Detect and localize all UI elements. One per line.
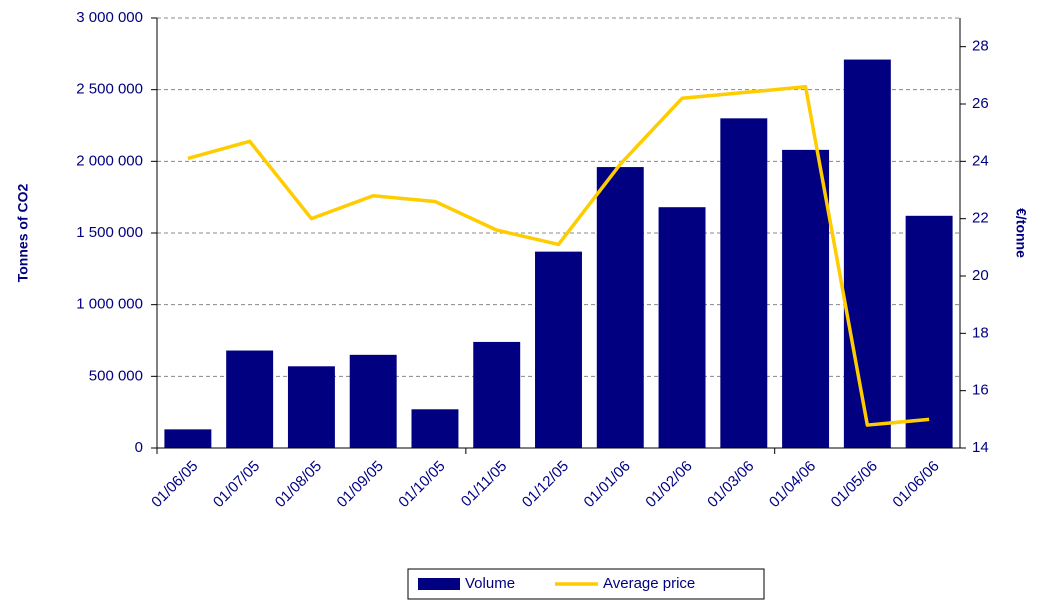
x-tick-label: 01/07/05 bbox=[210, 458, 263, 511]
bar bbox=[658, 207, 706, 448]
x-tick-label: 01/05/06 bbox=[828, 458, 881, 511]
bar bbox=[782, 149, 830, 448]
y2-axis-title: €/tonne bbox=[1013, 208, 1029, 258]
x-tick-label: 01/01/06 bbox=[581, 458, 634, 511]
bar bbox=[596, 167, 644, 449]
legend-label: Volume bbox=[465, 575, 515, 592]
bar bbox=[905, 215, 953, 448]
x-tick-label: 01/03/06 bbox=[704, 458, 757, 511]
bar bbox=[226, 350, 274, 448]
x-tick-label: 01/09/05 bbox=[334, 458, 387, 511]
bar bbox=[287, 366, 335, 448]
x-tick-label: 01/02/06 bbox=[642, 458, 695, 511]
bar bbox=[720, 118, 768, 448]
x-tick-label: 01/12/05 bbox=[519, 458, 572, 511]
price-line bbox=[187, 85, 930, 427]
x-tick-label: 01/10/05 bbox=[395, 458, 448, 511]
y2-tick-label: 26 bbox=[972, 95, 989, 112]
y-tick-label: 1 000 000 bbox=[76, 296, 143, 313]
legend-swatch bbox=[418, 578, 460, 590]
y2-tick-label: 22 bbox=[972, 210, 989, 227]
bar bbox=[535, 251, 582, 448]
y2-tick-label: 16 bbox=[972, 382, 989, 399]
y-tick-label: 1 500 000 bbox=[76, 224, 143, 241]
y-axis-title: Tonnes of CO2 bbox=[15, 184, 31, 283]
y2-tick-label: 18 bbox=[972, 324, 989, 341]
x-tick-label: 01/08/05 bbox=[272, 458, 325, 511]
y2-tick-label: 28 bbox=[972, 38, 989, 55]
bar bbox=[843, 59, 891, 449]
x-tick-label: 01/06/06 bbox=[889, 458, 942, 511]
y-tick-label: 3 000 000 bbox=[76, 9, 143, 26]
y-tick-label: 500 000 bbox=[89, 367, 143, 384]
y-tick-label: 2 000 000 bbox=[76, 152, 143, 169]
bar bbox=[349, 354, 397, 448]
x-tick-label: 01/04/06 bbox=[766, 458, 819, 511]
legend-label: Average price bbox=[603, 575, 695, 592]
y-tick-label: 0 bbox=[135, 439, 143, 456]
bar bbox=[473, 341, 521, 448]
y2-tick-label: 24 bbox=[972, 152, 989, 169]
x-tick-label: 01/06/05 bbox=[148, 458, 201, 511]
y-tick-label: 2 500 000 bbox=[76, 81, 143, 98]
y2-tick-label: 14 bbox=[972, 439, 989, 456]
x-tick-label: 01/11/05 bbox=[458, 458, 511, 511]
y2-tick-label: 20 bbox=[972, 267, 989, 284]
bar bbox=[164, 429, 212, 448]
bar bbox=[411, 409, 459, 448]
